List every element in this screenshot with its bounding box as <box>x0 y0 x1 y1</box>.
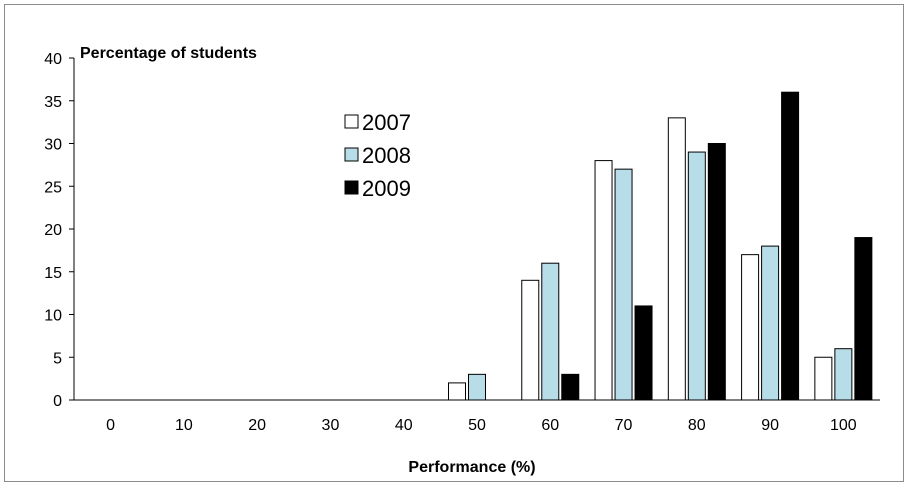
y-tick-label: 30 <box>44 137 62 154</box>
legend-swatch-2008 <box>344 147 359 162</box>
x-tick-label: 0 <box>106 417 115 434</box>
x-tick-label: 10 <box>175 417 193 434</box>
y-tick-label: 15 <box>44 265 62 282</box>
bar-2009-70 <box>634 305 653 401</box>
y-axis-title: Percentage of students <box>80 45 257 62</box>
x-tick-label: 50 <box>468 417 486 434</box>
legend-label-2009: 2009 <box>362 176 411 201</box>
bar-2007-90 <box>741 254 760 401</box>
bar-2008-90 <box>761 245 780 401</box>
legend: 2007 2008 2009 <box>344 110 411 201</box>
bar-2009-90 <box>781 91 800 401</box>
x-tick-label: 60 <box>541 417 559 434</box>
x-tick-label: 20 <box>248 417 266 434</box>
y-tick-label: 35 <box>44 94 62 111</box>
bar-2007-70 <box>594 160 613 401</box>
bar-2008-50 <box>468 373 486 401</box>
y-tick-label: 20 <box>44 222 62 239</box>
x-tick-label: 80 <box>688 417 706 434</box>
y-tick-labels: 0 5 10 15 20 25 30 35 40 <box>44 51 74 410</box>
y-tick-label: 25 <box>44 179 62 196</box>
x-axis-title: Performance (%) <box>408 459 535 476</box>
x-tick-label: 100 <box>830 417 857 434</box>
legend-swatch-2007 <box>344 114 359 129</box>
bar-2007-100 <box>814 356 833 401</box>
y-tick-label: 40 <box>44 51 62 68</box>
bars-layer <box>448 91 873 401</box>
bar-2008-100 <box>834 348 853 401</box>
bar-2009-60 <box>561 373 580 401</box>
legend-label-2007: 2007 <box>362 110 411 135</box>
bar-2007-80 <box>667 117 686 401</box>
bar-2009-100 <box>854 237 873 401</box>
legend-swatch-2009 <box>344 180 359 195</box>
bar-2008-60 <box>541 262 560 401</box>
legend-label-2008: 2008 <box>362 143 411 168</box>
bar-2007-60 <box>521 279 540 401</box>
x-tick-labels: 0 10 20 30 40 50 60 70 80 90 100 <box>106 417 857 434</box>
y-tick-label: 10 <box>44 308 62 325</box>
chart-frame <box>4 4 904 482</box>
bar-2008-70 <box>614 168 633 401</box>
y-tick-label: 5 <box>53 350 62 367</box>
x-tick-label: 40 <box>395 417 413 434</box>
y-tick-label: 0 <box>53 393 62 410</box>
x-tick-label: 90 <box>761 417 779 434</box>
bar-2009-80 <box>707 143 726 401</box>
axes-layer <box>73 58 880 401</box>
x-tick-label: 30 <box>322 417 340 434</box>
x-tick-label: 70 <box>615 417 633 434</box>
bar-2007-50 <box>448 382 466 401</box>
bar-2008-80 <box>687 151 706 401</box>
